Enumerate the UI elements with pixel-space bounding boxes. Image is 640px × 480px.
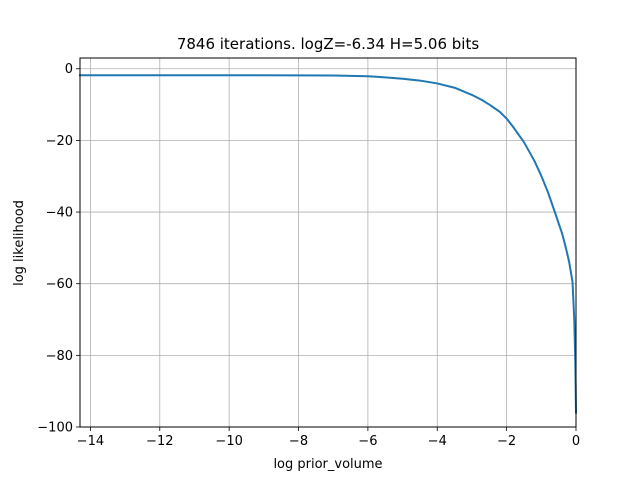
x-tick-label: −10 bbox=[215, 434, 242, 449]
axes-frame bbox=[79, 57, 577, 428]
x-axis-label: log prior_volume bbox=[273, 457, 382, 472]
y-tick-label: −20 bbox=[46, 134, 73, 149]
x-tick-label: −8 bbox=[289, 434, 308, 449]
y-tick-label: −60 bbox=[46, 277, 73, 292]
x-tick-label: −14 bbox=[77, 434, 104, 449]
y-tick-label: −100 bbox=[37, 421, 73, 436]
series-lines bbox=[79, 74, 578, 414]
x-axis-ticks: −14 −12 −10 −8 −6 −4 −2 0 bbox=[77, 427, 580, 449]
x-tick-label: 0 bbox=[572, 434, 580, 449]
chart-title: 7846 iterations. logZ=-6.34 H=5.06 bits bbox=[177, 35, 480, 53]
y-axis-label: log likelihood bbox=[12, 200, 27, 286]
x-tick-label: −2 bbox=[497, 434, 516, 449]
x-tick-label: −4 bbox=[428, 434, 447, 449]
y-tick-label: −80 bbox=[46, 349, 73, 364]
series-line bbox=[79, 74, 578, 414]
y-tick-label: −40 bbox=[46, 206, 73, 221]
x-tick-label: −12 bbox=[146, 434, 173, 449]
y-tick-label: 0 bbox=[65, 62, 73, 77]
y-axis-ticks: 0 −20 −40 −60 −80 −100 bbox=[37, 62, 80, 436]
x-tick-label: −6 bbox=[358, 434, 377, 449]
